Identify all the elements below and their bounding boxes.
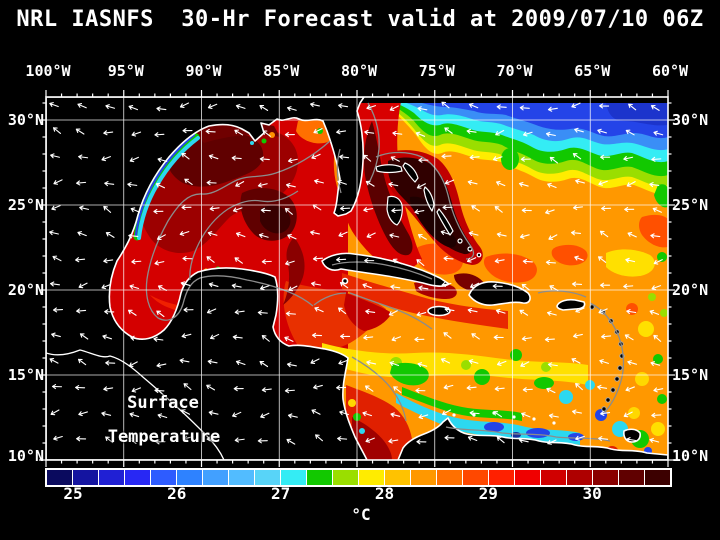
colorbar-cell	[437, 470, 463, 485]
colorbar-cell	[515, 470, 541, 485]
colorbar-tick-label: 25	[63, 484, 83, 503]
colorbar-cell	[73, 470, 99, 485]
graticule-layer	[46, 97, 668, 460]
annotation-surface: Surface	[127, 393, 199, 413]
right-axis-tick-label: 20°N	[672, 281, 709, 299]
colorbar-cell	[385, 470, 411, 485]
colorbar-cell	[307, 470, 333, 485]
right-axis-tick-label: 10°N	[672, 447, 709, 465]
right-axis-tick-label: 30°N	[672, 111, 709, 129]
top-axis-tick-label: 90°W	[185, 62, 222, 80]
wind-vector-layer	[49, 101, 664, 445]
colorbar-cell	[463, 470, 489, 485]
colorbar-cell	[255, 470, 281, 485]
map-frame	[45, 96, 669, 461]
top-axis-tick-label: 80°W	[340, 62, 378, 80]
colorbar-cell	[229, 470, 255, 485]
colorbar-cell	[619, 470, 645, 485]
top-axis-tick-label: 65°W	[574, 62, 611, 80]
colorbar-tick-label: 27	[270, 484, 291, 503]
colorbar-tick-label: 30	[582, 484, 602, 503]
colorbar-cell	[177, 470, 203, 485]
colorbar-cell	[411, 470, 437, 485]
page-title: NRL IASNFS 30-Hr Forecast valid at 2009/…	[16, 7, 704, 32]
sst-map-image	[39, 90, 675, 467]
top-axis-tick-label: 70°W	[496, 62, 533, 80]
right-axis-tick-label: 25°N	[672, 196, 709, 214]
colorbar-tick-label: 29	[478, 484, 498, 503]
right-axis-tick-label: 15°N	[672, 366, 709, 384]
left-axis-tick-label: 20°N	[7, 281, 44, 299]
colorbar-cell	[151, 470, 177, 485]
colorbar-cell	[645, 470, 670, 485]
colorbar-cell	[125, 470, 151, 485]
colorbar-cell	[359, 470, 385, 485]
top-axis-tick-label: 60°W	[651, 62, 689, 80]
colorbar-cell	[541, 470, 567, 485]
left-axis-tick-label: 30°N	[7, 111, 44, 129]
left-axis-tick-label: 10°N	[7, 447, 44, 465]
colorbar-tick-label: 26	[167, 484, 187, 503]
colorbar-cell	[281, 470, 307, 485]
top-axis-tick-label: 95°W	[107, 62, 144, 80]
colorbar-cell	[47, 470, 73, 485]
left-axis-tick-label: 25°N	[7, 196, 44, 214]
temperature-colorbar	[45, 468, 672, 487]
colorbar-cell	[567, 470, 593, 485]
colorbar-cell	[99, 470, 125, 485]
colorbar-cell	[203, 470, 229, 485]
top-axis-tick-label: 100°W	[25, 62, 71, 80]
colorbar-cell	[333, 470, 359, 485]
top-axis-tick-label: 75°W	[418, 62, 455, 80]
bathymetry-contour-layer	[145, 102, 625, 442]
colorbar-cell	[489, 470, 515, 485]
left-axis-tick-label: 15°N	[7, 366, 44, 384]
colorbar-unit-label: °C	[351, 505, 371, 524]
annotation-temperature: Temperature	[107, 427, 221, 447]
colorbar-tick-label: 28	[374, 484, 395, 503]
colorbar-cell	[593, 470, 619, 485]
top-axis-tick-label: 85°W	[263, 62, 300, 80]
